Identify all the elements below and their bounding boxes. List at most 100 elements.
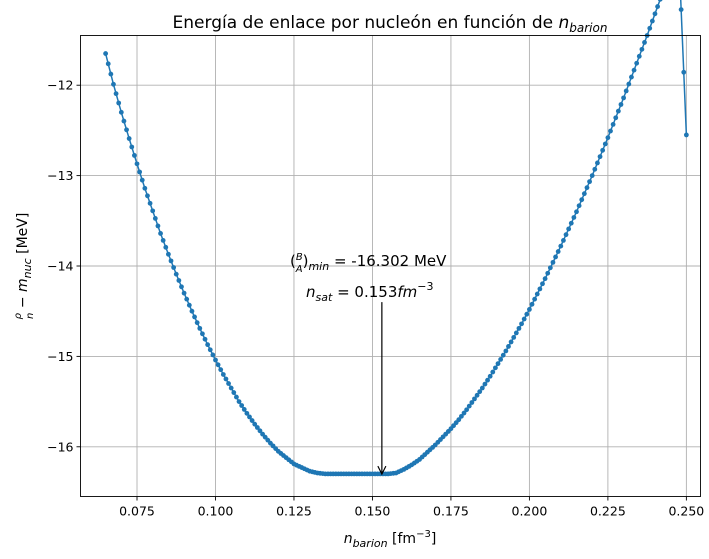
data-point	[168, 258, 174, 264]
data-point	[587, 179, 592, 185]
data-point	[561, 237, 566, 243]
data-point	[210, 352, 216, 358]
data-point	[613, 115, 619, 121]
data-point	[163, 244, 169, 250]
data-point	[192, 314, 197, 320]
data-point	[500, 352, 506, 358]
data-point	[205, 342, 211, 348]
data-point	[215, 362, 221, 368]
data-point	[574, 209, 579, 215]
data-point	[189, 308, 195, 314]
data-point	[602, 141, 608, 147]
data-point	[592, 166, 598, 172]
data-point	[555, 249, 561, 254]
data-point	[579, 197, 585, 203]
data-point	[150, 208, 156, 214]
x-tick-label: 0.100	[198, 504, 234, 519]
grid	[80, 35, 701, 497]
data-point	[542, 276, 548, 282]
chart-title: Energía de enlace por nucleón en función…	[173, 13, 608, 35]
data-point	[566, 226, 572, 232]
data-point	[524, 311, 530, 317]
data-point	[176, 278, 182, 283]
data-point	[634, 60, 640, 66]
data-point	[181, 290, 187, 296]
data-point	[681, 69, 687, 75]
data-point	[202, 336, 208, 342]
data-point	[513, 330, 519, 336]
x-axis-label: nbarion [fm−3]	[344, 529, 437, 550]
data-point	[600, 147, 606, 153]
data-point	[623, 88, 629, 94]
data-point	[158, 231, 163, 236]
data-point	[239, 403, 245, 408]
x-tick-label: 0.175	[433, 504, 469, 519]
data-point	[571, 215, 577, 220]
data-point	[469, 400, 475, 405]
data-point	[116, 100, 122, 106]
annotation-saturation-density: nsat = 0.153fm−3	[306, 280, 433, 304]
data-point	[111, 81, 116, 87]
data-point	[595, 160, 600, 166]
annotation-arrow-head	[377, 465, 387, 476]
y-axis-ticks: −12 −13 −14 −15 −16	[47, 78, 81, 454]
data-point	[615, 108, 621, 114]
data-point	[213, 357, 218, 363]
data-point	[254, 425, 260, 430]
data-point	[252, 421, 258, 427]
data-point	[655, 4, 660, 9]
data-point	[639, 46, 645, 52]
data-point	[576, 203, 582, 209]
data-point	[482, 381, 488, 387]
data-point	[126, 136, 132, 141]
data-point	[121, 118, 127, 124]
data-point	[545, 270, 551, 276]
data-point	[537, 286, 543, 292]
x-axis-ticks: 0.075 0.100 0.125 0.150 0.175 0.200 0.225 0.250	[119, 496, 704, 519]
series-path	[104, 0, 688, 475]
data-point	[652, 11, 658, 17]
data-point	[244, 410, 250, 416]
y-tick-label: −12	[47, 78, 73, 93]
data-point	[631, 67, 637, 73]
data-point	[605, 135, 611, 141]
data-point	[621, 95, 626, 101]
data-point	[503, 348, 509, 354]
data-point	[184, 296, 190, 302]
y-tick-label: −16	[47, 439, 73, 454]
data-point	[678, 7, 684, 12]
data-point	[581, 191, 587, 197]
data-point	[493, 365, 498, 371]
data-point	[626, 81, 632, 87]
y-axis-label: ρn − mnuc [MeV]	[13, 213, 36, 320]
y-tick-label: −14	[47, 259, 73, 274]
data-point	[495, 361, 501, 367]
x-tick-label: 0.225	[590, 504, 626, 519]
series-points	[103, 0, 689, 477]
data-point	[139, 177, 145, 183]
annotation: (B A)min = -16.302 MeV nsat = 0.153fm−3	[290, 252, 447, 476]
data-point	[257, 428, 263, 434]
data-point	[506, 344, 511, 349]
data-point	[558, 243, 564, 249]
data-point	[618, 102, 624, 107]
data-point	[534, 291, 540, 297]
data-point	[597, 154, 603, 160]
data-point	[152, 215, 158, 221]
data-point	[466, 403, 472, 409]
data-point	[173, 271, 179, 277]
data-point	[589, 173, 595, 179]
data-point	[137, 169, 143, 175]
data-point	[636, 53, 642, 59]
data-point	[563, 232, 569, 238]
data-point	[155, 223, 161, 229]
data-point	[521, 316, 527, 322]
data-point	[647, 25, 653, 31]
data-point	[223, 376, 229, 382]
data-point	[487, 373, 493, 379]
data-point	[247, 414, 252, 420]
data-point	[456, 417, 462, 423]
data-point	[516, 325, 522, 331]
data-point	[197, 325, 203, 331]
data-point	[105, 61, 111, 67]
